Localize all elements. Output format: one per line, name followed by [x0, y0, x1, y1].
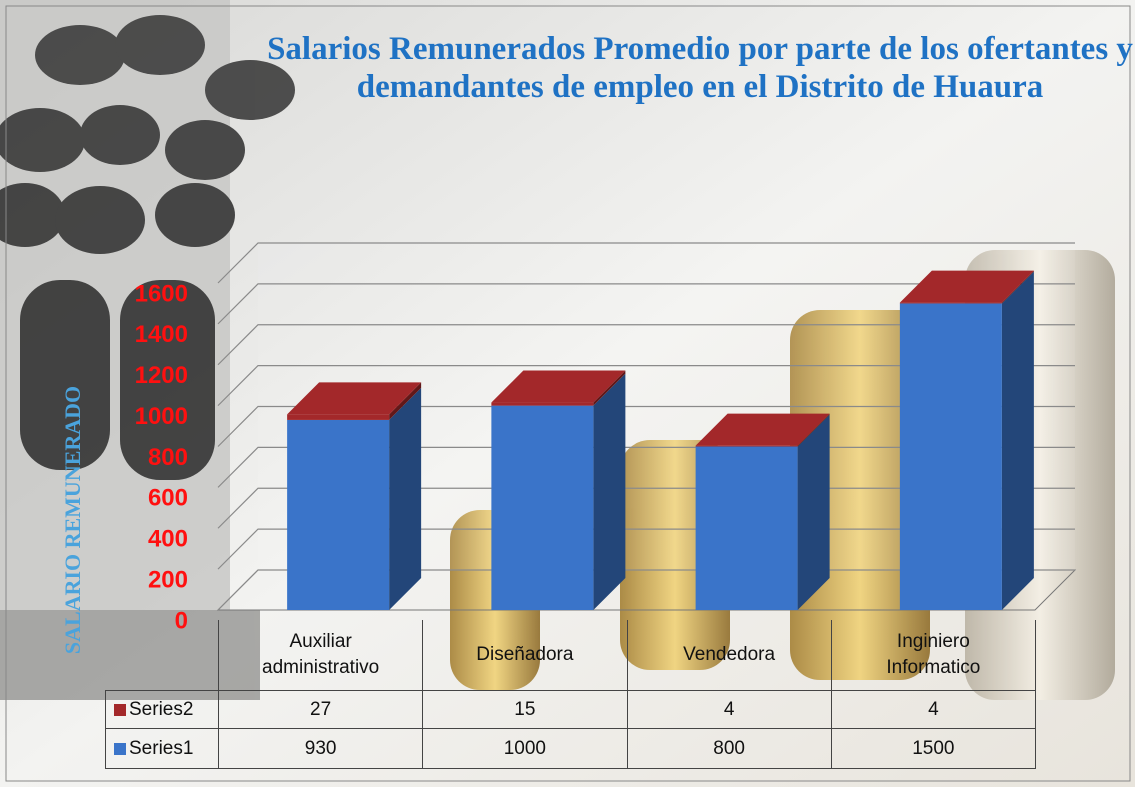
data-table-value: 27 — [218, 690, 423, 729]
y-tick-label: 200 — [148, 566, 188, 593]
x-tick-label: Diseñadora — [422, 620, 627, 691]
legend-label: Series2 — [129, 699, 193, 721]
y-axis-label: SALARIO REMUNERADO — [60, 386, 85, 654]
data-table-value: 4 — [831, 690, 1036, 729]
bar-side — [1002, 271, 1034, 610]
bar — [491, 406, 593, 610]
legend-entry: Series1 — [105, 728, 219, 769]
y-tick-label: 1200 — [135, 362, 188, 389]
y-tick-label: 1400 — [135, 321, 188, 348]
bar — [287, 414, 389, 420]
bar — [900, 303, 1002, 304]
chart-title: Salarios Remunerados Promedio por parte … — [265, 30, 1135, 106]
y-tick-label: 1600 — [135, 280, 188, 307]
y-tick-label: 800 — [148, 444, 188, 471]
x-tick-label: Vendedora — [627, 620, 832, 691]
data-table-value: 1500 — [831, 728, 1036, 769]
bar — [696, 446, 798, 447]
data-table-value: 800 — [627, 728, 832, 769]
bar-side — [389, 388, 421, 610]
bar — [491, 403, 593, 406]
data-table-value: 1000 — [422, 728, 627, 769]
y-tick-label: 400 — [148, 526, 188, 553]
y-tick-label: 1000 — [135, 403, 188, 430]
data-table-value: 15 — [422, 690, 627, 729]
bar-side — [593, 374, 625, 610]
bar — [287, 420, 389, 610]
chart: SALARIO REMUNERADO 020040060080010001200… — [0, 0, 1135, 787]
x-tick-label: Auxiliar administrativo — [218, 620, 423, 691]
legend-swatch — [114, 704, 126, 716]
y-tick-label: 0 — [175, 607, 188, 634]
y-tick-label: 600 — [148, 485, 188, 512]
legend-entry: Series2 — [105, 690, 219, 729]
data-table-value: 930 — [218, 728, 423, 769]
bar — [696, 447, 798, 611]
bar-side — [798, 415, 830, 611]
data-table-value: 4 — [627, 690, 832, 729]
legend-swatch — [114, 743, 126, 755]
legend-label: Series1 — [129, 738, 193, 760]
x-tick-label: Inginiero Informatico — [831, 620, 1036, 691]
bar — [900, 303, 1002, 610]
